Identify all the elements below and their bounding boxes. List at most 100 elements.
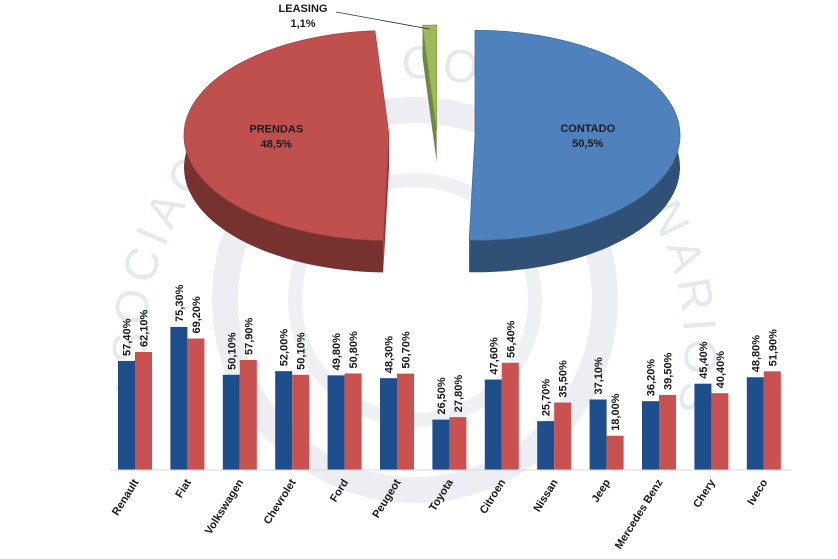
bar-0-series-1-highlight (135, 352, 152, 356)
bar-value-label-11-1: 40,40% (715, 351, 727, 389)
bar-value-label-6-1: 27,80% (453, 375, 465, 413)
bar-value-label-1-0: 75,30% (174, 284, 186, 322)
bar-2-series-1 (239, 359, 257, 470)
bar-12-series-0-highlight (746, 377, 764, 381)
category-label-11: Chery (691, 476, 718, 510)
category-label-3: Chevrolet (262, 477, 299, 527)
bar-value-label-7-0: 47,60% (488, 337, 500, 375)
bar-0-series-0 (118, 360, 135, 470)
bar-6-series-0-highlight (432, 419, 450, 423)
bar-4-series-1 (344, 373, 362, 470)
bar-value-label-12-1: 51,90% (767, 329, 779, 367)
bar-3-series-0-highlight (275, 371, 293, 375)
category-label-4: Ford (328, 477, 351, 504)
bar-1-series-1-highlight (187, 338, 205, 342)
bar-value-label-2-1: 57,90% (243, 317, 255, 355)
bar-4-series-0-highlight (327, 375, 345, 379)
bar-8-series-1 (554, 402, 572, 470)
pie-slice-contado (468, 29, 681, 273)
bar-2-series-0-highlight (222, 374, 240, 378)
category-label-12: Iveco (745, 477, 770, 507)
watermark-gear-ring (212, 97, 618, 503)
category-label-8: Nissan (531, 477, 560, 514)
bar-value-label-3-1: 50,10% (296, 332, 308, 370)
bar-value-label-8-0: 25,70% (541, 379, 553, 417)
pie-leader-line (335, 11, 430, 30)
bar-10-series-1 (659, 394, 676, 470)
category-label-10: Mercedes Benz (613, 477, 666, 552)
pie-slice-prendas-top (183, 30, 390, 241)
bar-5-series-1 (397, 373, 414, 470)
bar-value-label-5-1: 50,70% (401, 331, 413, 369)
pie-label-leasing: LEASING (279, 3, 328, 15)
bar-11-series-1 (711, 393, 729, 470)
bar-value-label-0-1: 62,10% (139, 309, 151, 347)
pie-label-prendas: PRENDAS (249, 124, 303, 136)
bar-value-label-4-0: 49,80% (331, 333, 343, 371)
bar-10-series-1-highlight (659, 394, 676, 398)
bar-0-series-0-highlight (118, 360, 135, 364)
bar-5-series-0 (380, 378, 397, 470)
bar-11-series-1-highlight (711, 393, 729, 397)
bar-3-series-1 (292, 374, 310, 470)
bar-9-series-0 (589, 399, 607, 470)
pie-slice-leasing-wall-0 (422, 25, 437, 163)
bar-value-label-3-0: 52,00% (279, 329, 291, 367)
bar-value-label-12-0: 48,80% (750, 335, 762, 373)
pie-slice-leasing-top (422, 24, 438, 131)
pie-slice-leasing (422, 24, 438, 163)
bar-6-series-1 (449, 417, 467, 470)
bar-8-series-0-highlight (537, 421, 555, 425)
bar-value-label-9-1: 18,00% (610, 393, 622, 431)
bar-5-series-1-highlight (397, 373, 414, 377)
bar-value-label-1-1: 69,20% (191, 296, 203, 334)
pie-label-contado: CONTADO (560, 123, 615, 135)
bar-value-label-7-1: 56,40% (505, 320, 517, 358)
bar-10-series-0 (642, 401, 659, 470)
bar-7-series-0 (484, 379, 502, 470)
bar-value-label-5-0: 48,30% (384, 336, 396, 374)
pie-slice-contado-top (468, 29, 681, 241)
bar-2-series-0 (222, 374, 240, 470)
bar-9-series-1-highlight (606, 435, 624, 439)
category-label-2: Volkswagen (203, 477, 247, 537)
bar-11-series-0 (694, 383, 712, 470)
bar-value-label-8-1: 35,50% (558, 360, 570, 398)
bar-12-series-1 (763, 371, 781, 470)
bar-10-series-0-highlight (642, 401, 659, 405)
category-label-0: Renault (110, 477, 142, 518)
bar-4-series-0 (327, 375, 345, 470)
bar-4-series-1-highlight (344, 373, 362, 377)
bar-9-series-0-highlight (589, 399, 607, 403)
bar-chart: 57,40% 62,10% Renault 75,30% 69,20% Fiat 50,10… (110, 284, 792, 552)
bar-3-series-0 (275, 371, 293, 470)
pie-chart: CONTADO 50,5% PRENDAS 48,5% LEASING 1,1% (183, 3, 681, 273)
bar-1-series-1 (187, 338, 205, 470)
bar-12-series-0 (746, 377, 764, 470)
category-label-6: Toyota (427, 476, 456, 513)
pie-value-prendas: 48,5% (261, 139, 292, 151)
bar-1-series-0-highlight (170, 326, 188, 330)
bar-8-series-0 (537, 421, 555, 470)
bar-3-series-1-highlight (292, 374, 310, 378)
category-label-5: Peugeot (370, 477, 403, 520)
bar-7-series-1 (501, 362, 519, 470)
bar-value-label-11-0: 45,40% (698, 341, 710, 379)
bar-6-series-1-highlight (449, 417, 467, 421)
bar-value-label-0-0: 57,40% (122, 318, 134, 356)
category-label-1: Fiat (173, 477, 194, 500)
bar-value-label-10-0: 36,20% (646, 359, 658, 397)
bar-5-series-0-highlight (380, 378, 397, 382)
bar-1-series-0 (170, 326, 188, 470)
pie-value-leasing: 1,1% (290, 18, 315, 30)
bar-7-series-1-highlight (501, 362, 519, 366)
pie-value-contado: 50,5% (572, 138, 603, 150)
category-label-7: Citroen (478, 477, 509, 516)
watermark-inner-ring (288, 173, 542, 427)
bar-6-series-0 (432, 419, 450, 470)
bar-value-label-2-0: 50,10% (226, 332, 238, 370)
bar-value-label-6-0: 26,50% (436, 377, 448, 415)
bar-9-series-1 (606, 435, 624, 470)
